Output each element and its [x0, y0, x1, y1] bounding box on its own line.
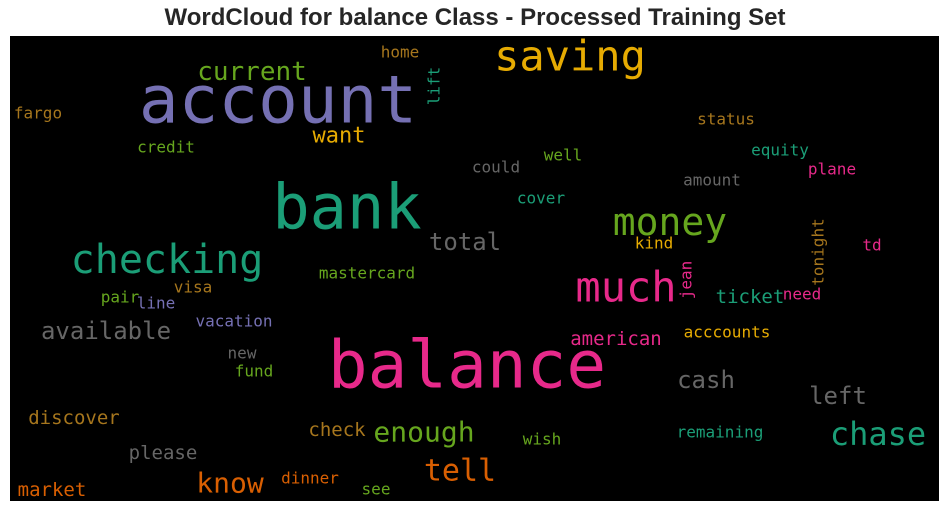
- word-pair: pair: [101, 288, 140, 307]
- word-available: available: [41, 317, 171, 345]
- word-cash: cash: [677, 366, 735, 394]
- chart-title: WordCloud for balance Class - Processed …: [164, 4, 786, 31]
- word-credit: credit: [137, 138, 195, 157]
- word-equity: equity: [751, 141, 809, 160]
- word-td: td: [862, 236, 881, 255]
- word-balance: balance: [328, 327, 606, 404]
- word-total: total: [429, 228, 501, 256]
- wordcloud-svg: account balance bank saving much checking mone…: [14, 36, 926, 501]
- word-visa: visa: [174, 278, 213, 297]
- word-dinner: dinner: [281, 469, 339, 488]
- wordcloud-canvas: account balance bank saving much checking mone…: [10, 36, 939, 501]
- word-market: market: [18, 479, 87, 501]
- word-see: see: [362, 480, 391, 499]
- word-please: please: [129, 442, 198, 464]
- word-well: well: [544, 146, 583, 165]
- word-new: new: [228, 344, 257, 363]
- word-wish: wish: [523, 430, 562, 449]
- word-acccounts: acccounts: [684, 323, 771, 342]
- word-check: check: [308, 419, 366, 441]
- word-checking: checking: [71, 237, 264, 283]
- word-ticket: ticket: [716, 286, 785, 308]
- word-american: american: [570, 328, 662, 350]
- word-fund: fund: [235, 362, 274, 381]
- word-enough: enough: [373, 416, 474, 449]
- word-left: left: [809, 382, 867, 410]
- word-tell: tell: [424, 454, 496, 489]
- word-saving: saving: [494, 36, 646, 81]
- word-line: line: [137, 294, 176, 313]
- word-cover: cover: [517, 189, 566, 208]
- word-plane: plane: [808, 160, 856, 179]
- word-current: current: [197, 57, 307, 87]
- word-status: status: [697, 110, 755, 129]
- word-know: know: [196, 467, 264, 500]
- word-mastercard: mastercard: [319, 264, 415, 283]
- word-lift: lift: [425, 67, 444, 106]
- word-chase: chase: [830, 415, 926, 453]
- word-could: could: [472, 158, 520, 177]
- word-money: money: [613, 200, 727, 244]
- word-bank: bank: [272, 171, 421, 244]
- word-kind: kind: [635, 234, 674, 253]
- word-home: home: [381, 43, 420, 62]
- word-amount: amount: [683, 171, 741, 190]
- word-remaining: remaining: [677, 423, 764, 442]
- word-account: account: [139, 62, 417, 139]
- word-vacation: vacation: [195, 312, 272, 331]
- word-tonight: tonight: [809, 218, 828, 285]
- word-discover: discover: [28, 407, 120, 429]
- word-fargo: fargo: [14, 104, 62, 123]
- word-want: want: [313, 124, 366, 149]
- word-much: much: [575, 263, 676, 312]
- word-need: need: [783, 285, 822, 304]
- word-jean: jean: [677, 261, 696, 300]
